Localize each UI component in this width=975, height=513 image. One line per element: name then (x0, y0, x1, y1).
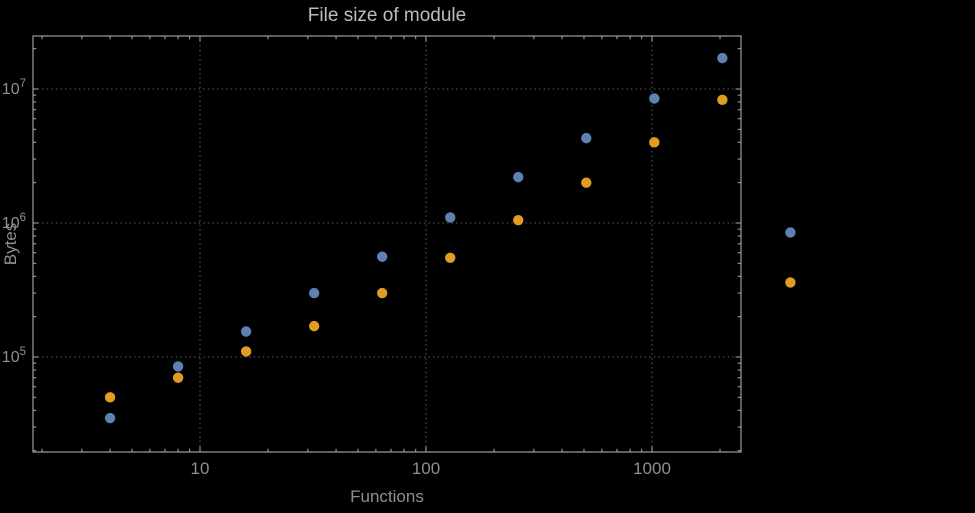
data-point-blue (717, 52, 728, 64)
data-point-orange (240, 346, 252, 357)
data-point-orange (104, 392, 116, 403)
data-point-blue (376, 251, 388, 262)
data-point-blue (172, 361, 184, 372)
data-point-blue (649, 93, 660, 104)
y-tick-label: 106 (2, 212, 26, 232)
y-tick-label: 107 (2, 78, 26, 98)
data-point-blue (308, 287, 320, 299)
y-axis-label: Bytes (1, 222, 20, 266)
data-point-orange (308, 320, 320, 332)
data-point-blue (445, 212, 456, 223)
y-tick-label: 105 (2, 346, 26, 366)
data-point-blue (785, 227, 796, 238)
data-point-blue (513, 171, 524, 183)
data-point-blue (581, 132, 592, 144)
data-point-orange (717, 94, 728, 106)
plot-frame (32, 35, 742, 453)
data-point-orange (376, 287, 388, 299)
data-point-orange (445, 252, 456, 263)
data-point-orange (581, 177, 592, 188)
x-axis-label: Functions (350, 487, 424, 506)
data-point-orange (785, 277, 796, 288)
data-point-orange (649, 137, 660, 148)
data-point-orange (513, 214, 524, 226)
data-point-orange (172, 372, 184, 383)
chart-title: File size of module (307, 5, 467, 26)
x-tick-label: 1000 (633, 459, 671, 478)
data-point-blue (104, 412, 116, 424)
x-tick-label: 100 (412, 459, 440, 478)
data-point-blue (240, 326, 252, 337)
x-tick-label: 10 (191, 459, 210, 478)
